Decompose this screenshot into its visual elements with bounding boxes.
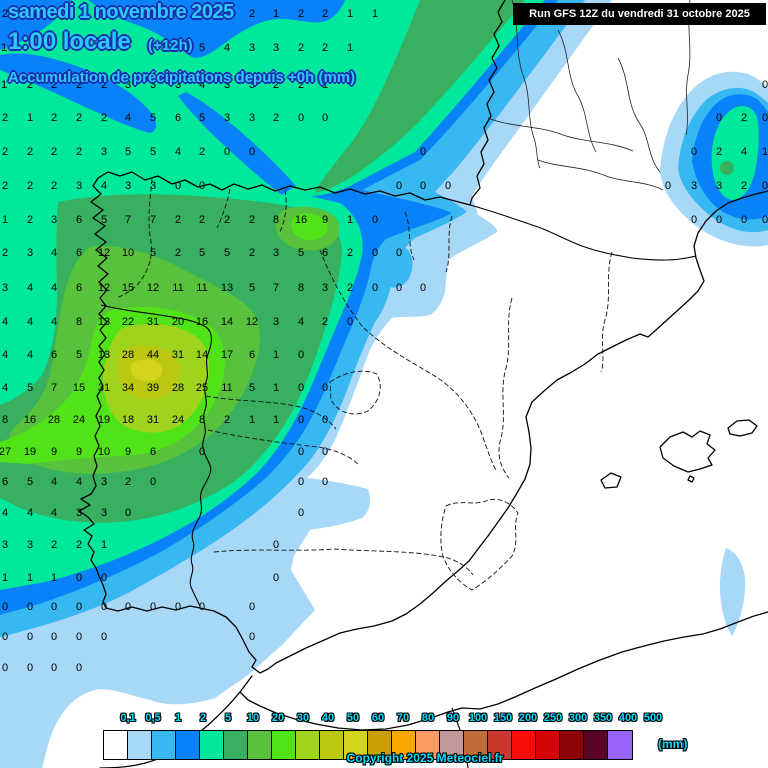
forecast-time: 1:00 locale: [8, 28, 131, 55]
legend-label: 40: [321, 712, 335, 724]
streak-diagonal-west: [0, 53, 157, 133]
legend-cell-1: [152, 731, 176, 759]
legend-label: 200: [518, 712, 538, 724]
precip-light-ebro-core: [376, 244, 413, 288]
legend-label: 150: [493, 712, 513, 724]
precip-blue-streaks: [0, 0, 345, 195]
legend-cell-70: [368, 731, 392, 759]
legend-label: 400: [618, 712, 638, 724]
legend-cell-10: [224, 731, 248, 759]
spain-region-borders: [115, 178, 613, 591]
legend-cell-5: [200, 731, 224, 759]
legend-cell-30: [272, 731, 296, 759]
island-cabrera: [687, 475, 695, 483]
legend-label: 1: [174, 712, 182, 724]
copyright-text: Copyright 2025 Meteociel.fr: [346, 751, 504, 765]
precip-seagreen-biscay-band: [314, 0, 525, 193]
legend-label: 50: [346, 712, 360, 724]
precip-seagreen-roussillon-dot: [720, 161, 734, 175]
legend-label: 30: [296, 712, 310, 724]
streak-top-band: [88, 0, 345, 58]
legend-label: 90: [446, 712, 460, 724]
legend-label: 10: [246, 712, 260, 724]
legend-threshold-labels: 0,1 0,5 1 2 5 10 20 30 40 50 60 70 80 90 100 150 200 250 3…: [0, 712, 768, 726]
border-pyrenees: [469, 204, 697, 261]
legend-cell-500: [608, 731, 632, 759]
precip-50mm-core: [130, 359, 163, 382]
legend-cell-100: [440, 731, 464, 759]
legend-cell-80: [392, 731, 416, 759]
precip-trace-levante-band: [239, 524, 295, 658]
legend-cell-2: [176, 731, 200, 759]
legend-cell-150: [464, 731, 488, 759]
map-subtitle: Accumulation de précipitations depuis +0…: [8, 69, 356, 86]
legend-label: 250: [543, 712, 563, 724]
legend-cell-0,5: [128, 731, 152, 759]
legend-cell-40: [296, 731, 320, 759]
legend-label: 5: [224, 712, 232, 724]
legend-label: 70: [396, 712, 410, 724]
model-run-banner: Run GFS 12Z du vendredi 31 octobre 2025: [513, 3, 766, 25]
island-menorca: [727, 419, 758, 437]
forecast-date: samedi 1 novembre 2025: [8, 1, 234, 23]
legend-color-bar: [103, 730, 633, 760]
precip-green-roussillon: [711, 105, 759, 200]
legend-cell-50: [320, 731, 344, 759]
legend-label: 20: [271, 712, 285, 724]
legend-label: 500: [643, 712, 663, 724]
legend-cell-250: [512, 731, 536, 759]
island-ibiza: [600, 472, 622, 489]
precip-20mm-cantabria-core: [291, 213, 328, 240]
legend-label: 80: [421, 712, 435, 724]
legend-cell-60: [344, 731, 368, 759]
precip-trace-mancha-patch: [282, 476, 370, 531]
legend-label: 350: [593, 712, 613, 724]
legend-label: 60: [371, 712, 385, 724]
legend-cell-200: [488, 731, 512, 759]
border-portugal-spain: [100, 304, 213, 607]
streak-corner: [0, 0, 72, 50]
legend-label: 2: [199, 712, 207, 724]
legend-unit-label: (mm): [658, 737, 688, 751]
legend-cell-300: [536, 731, 560, 759]
legend-label: 300: [568, 712, 588, 724]
island-mallorca: [659, 430, 716, 473]
legend-cell-0,1: [104, 731, 128, 759]
legend-cell-90: [416, 731, 440, 759]
france-department-borders: [487, 0, 691, 191]
legend-cell-400: [584, 731, 608, 759]
streak-diagonal-east: [178, 92, 296, 195]
legend-label: 0,1: [120, 712, 136, 724]
legend-cell-350: [560, 731, 584, 759]
coast-iberia-france: [78, 0, 768, 674]
legend-label: 100: [468, 712, 488, 724]
legend-label: 0,5: [145, 712, 161, 724]
precip-trace-alboran-streak: [719, 548, 746, 636]
forecast-offset: (+12h): [148, 37, 193, 54]
legend-cell-20: [248, 731, 272, 759]
